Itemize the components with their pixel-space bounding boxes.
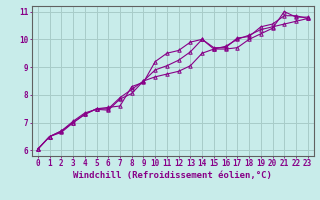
X-axis label: Windchill (Refroidissement éolien,°C): Windchill (Refroidissement éolien,°C) <box>73 171 272 180</box>
